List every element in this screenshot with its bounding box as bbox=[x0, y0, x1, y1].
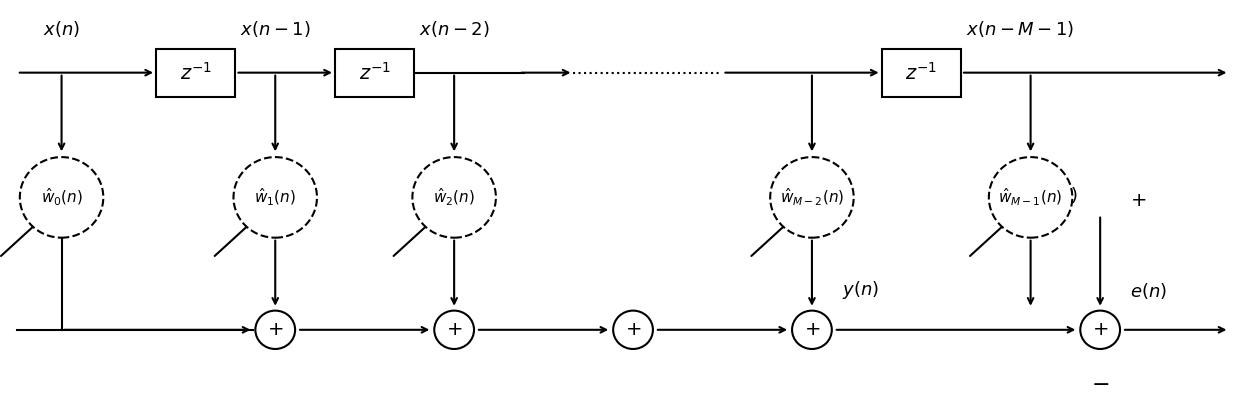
Circle shape bbox=[255, 310, 295, 349]
Text: $\hat{w}_1(n)$: $\hat{w}_1(n)$ bbox=[254, 187, 296, 208]
Text: $+$: $+$ bbox=[267, 320, 284, 339]
Text: $+$: $+$ bbox=[1092, 320, 1109, 339]
Text: $z^{-1}$: $z^{-1}$ bbox=[905, 62, 937, 84]
Text: $\hat{w}_{M-2}(n)$: $\hat{w}_{M-2}(n)$ bbox=[780, 187, 844, 208]
Text: $+$: $+$ bbox=[625, 320, 641, 339]
Text: $\hat{w}_0(n)$: $\hat{w}_0(n)$ bbox=[41, 187, 83, 208]
Text: $y(n)$: $y(n)$ bbox=[842, 279, 879, 301]
Text: $x(n)$: $x(n)$ bbox=[43, 19, 81, 39]
Circle shape bbox=[770, 157, 853, 238]
Text: $+$: $+$ bbox=[804, 320, 820, 339]
Circle shape bbox=[988, 157, 1073, 238]
Text: $\hat{w}_{M-1}(n)$: $\hat{w}_{M-1}(n)$ bbox=[998, 187, 1063, 208]
Text: $x(n-M-1)$: $x(n-M-1)$ bbox=[966, 19, 1074, 39]
Circle shape bbox=[792, 310, 832, 349]
Text: $+$: $+$ bbox=[446, 320, 463, 339]
Circle shape bbox=[434, 310, 474, 349]
Circle shape bbox=[413, 157, 496, 238]
Circle shape bbox=[1080, 310, 1120, 349]
Circle shape bbox=[613, 310, 653, 349]
Text: $x(n-2)$: $x(n-2)$ bbox=[419, 19, 490, 39]
FancyBboxPatch shape bbox=[156, 49, 236, 97]
Text: $+$: $+$ bbox=[1130, 191, 1146, 210]
Text: $d(n)$: $d(n)$ bbox=[1040, 185, 1078, 205]
Text: $-$: $-$ bbox=[1091, 373, 1110, 393]
FancyBboxPatch shape bbox=[882, 49, 961, 97]
Text: $z^{-1}$: $z^{-1}$ bbox=[180, 62, 212, 84]
Text: $z^{-1}$: $z^{-1}$ bbox=[358, 62, 391, 84]
Text: $\hat{w}_2(n)$: $\hat{w}_2(n)$ bbox=[433, 187, 475, 208]
Text: $x(n-1)$: $x(n-1)$ bbox=[241, 19, 311, 39]
Circle shape bbox=[20, 157, 103, 238]
Circle shape bbox=[233, 157, 317, 238]
FancyBboxPatch shape bbox=[335, 49, 414, 97]
Text: $e(n)$: $e(n)$ bbox=[1130, 281, 1167, 301]
